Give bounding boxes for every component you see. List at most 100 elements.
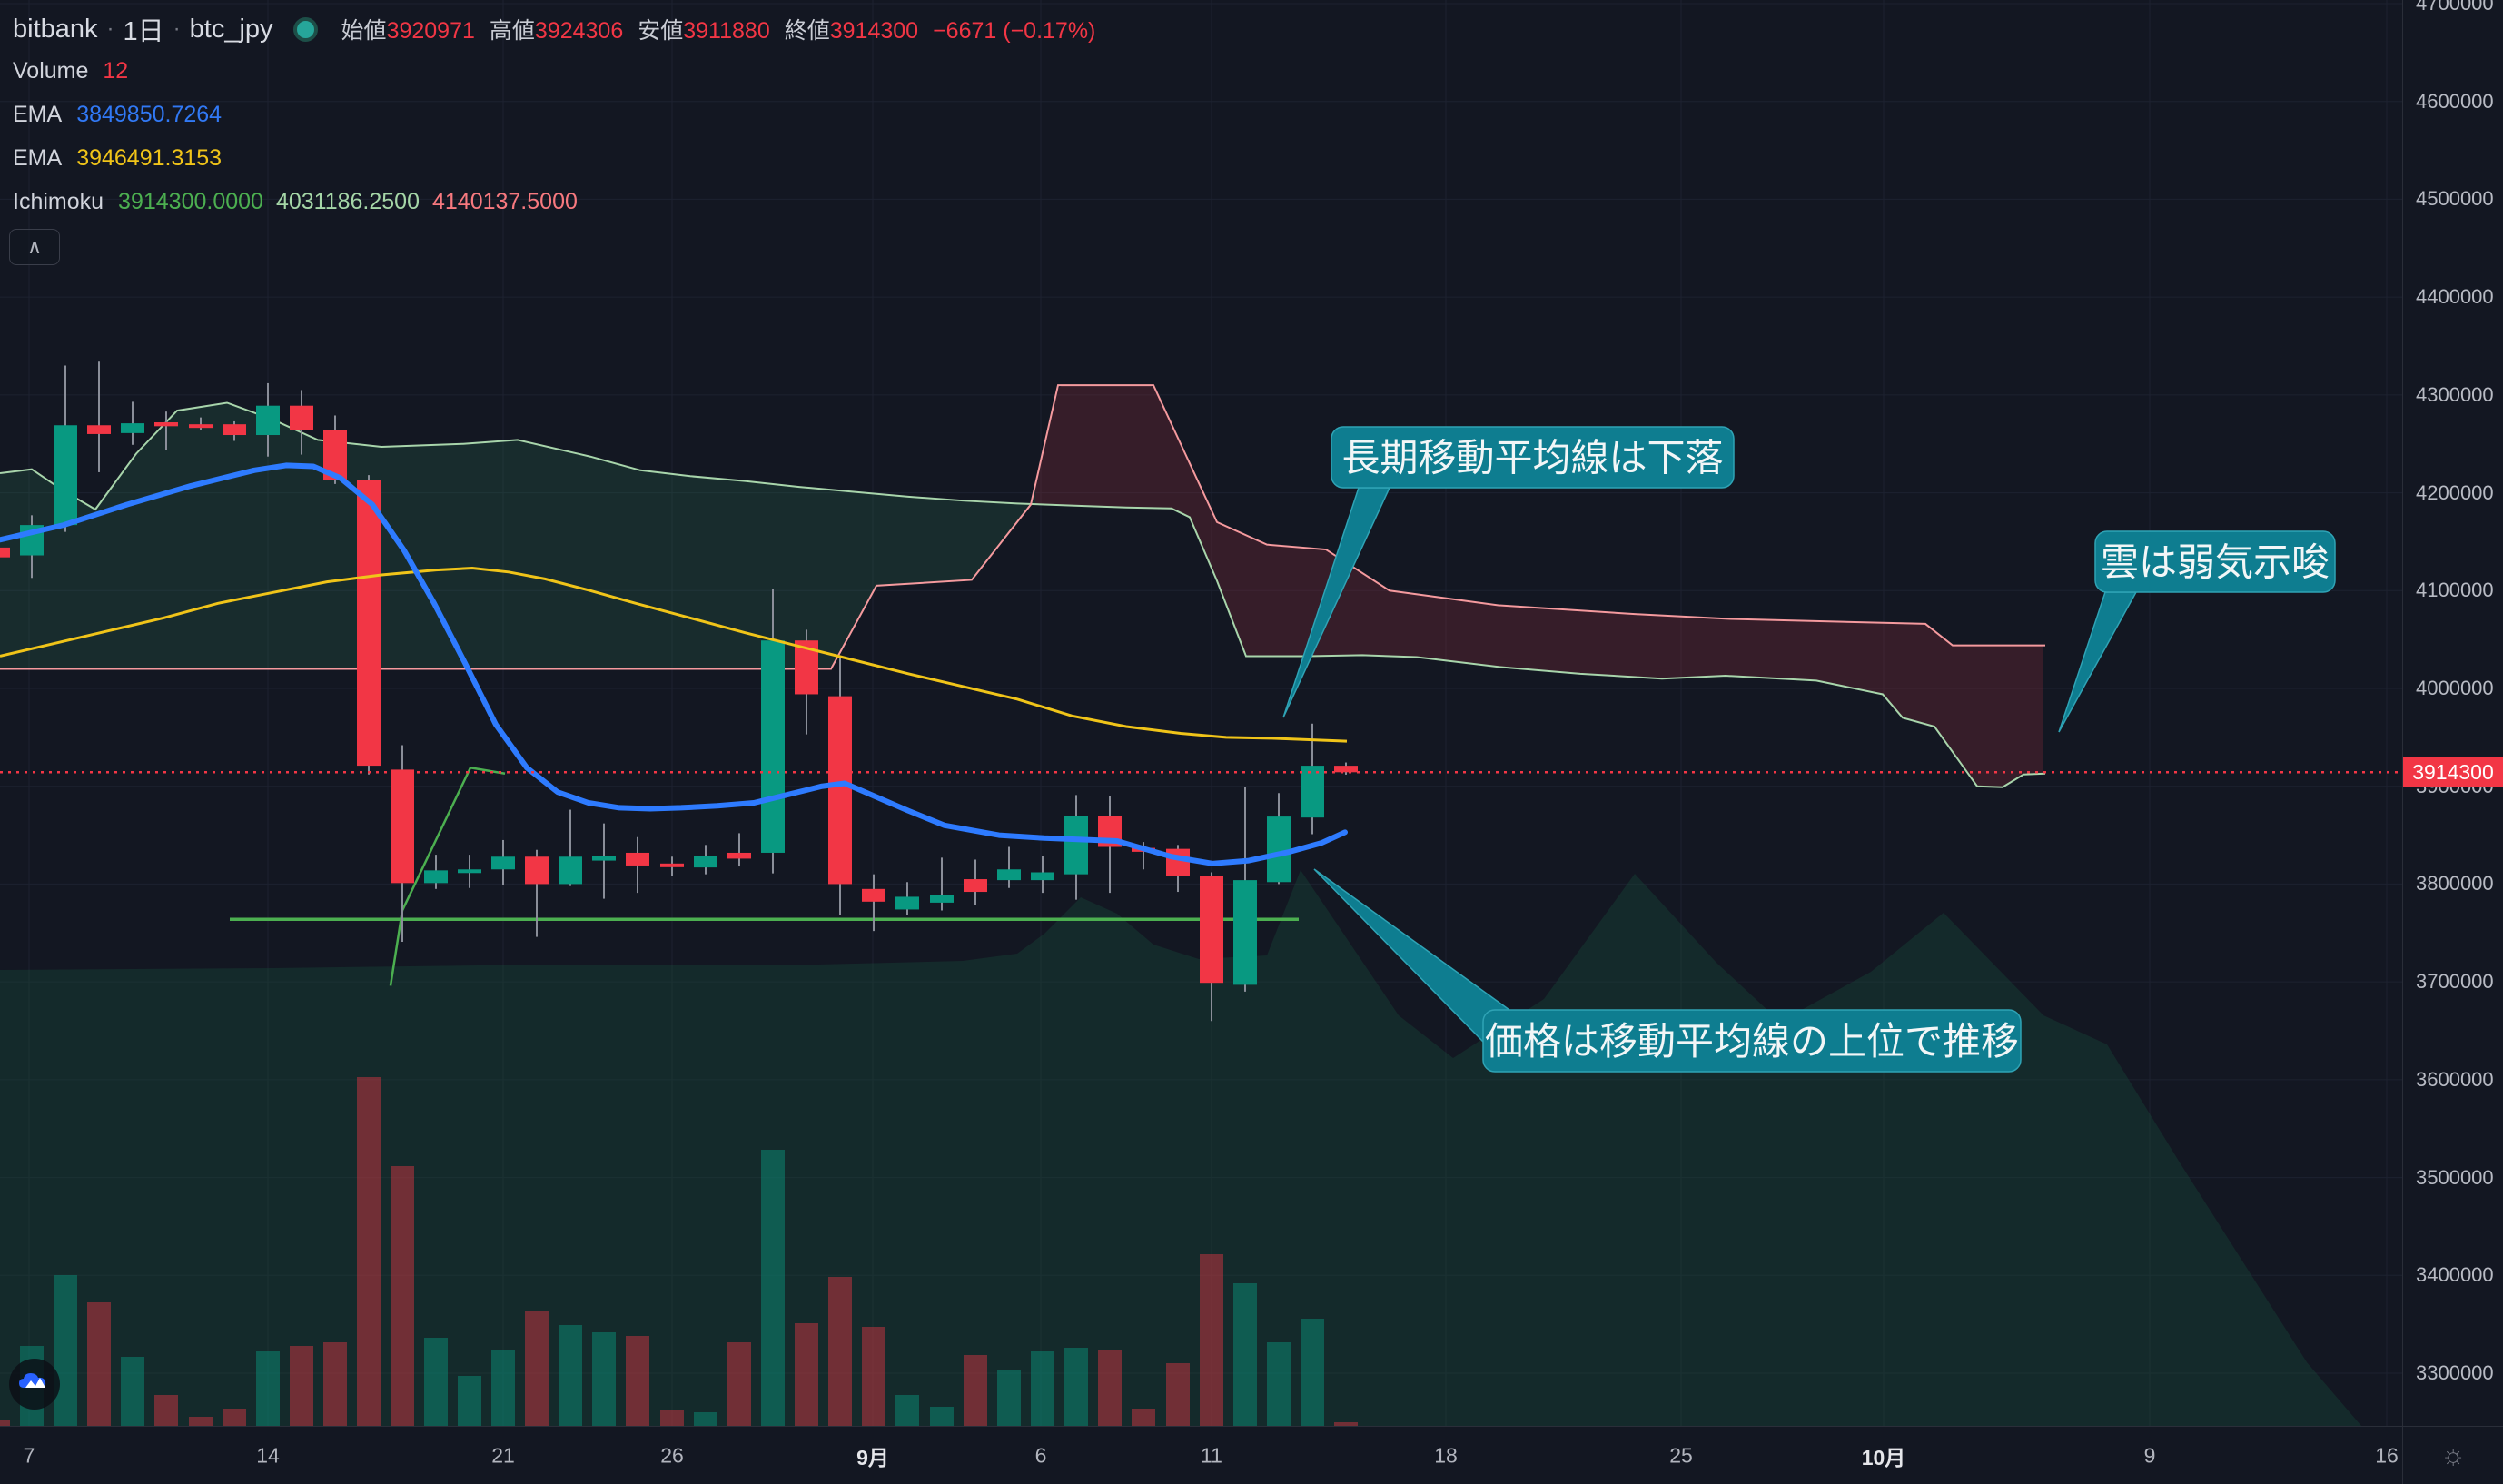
volume-bar [1334,1422,1358,1426]
candle-body [290,405,313,430]
close-label: 終値 [784,18,830,44]
symbol-name: btc_jpy [189,14,273,44]
ema-slow-value: 3946491.3153 [76,144,223,171]
symbol-title-row[interactable]: bitbank · 1日 · btc_jpy 始値3920971 高値392430… [13,9,1110,49]
callout-box[interactable] [2094,530,2336,593]
candle-body [727,852,751,859]
candle-body [1267,816,1291,883]
candle-body [87,425,111,434]
volume-bar [559,1325,582,1426]
legend-collapse-button[interactable]: ∧ [9,229,60,265]
chart-legend: bitbank · 1日 · btc_jpy 始値3920971 高値392430… [13,9,1110,223]
volume-bar [626,1336,649,1426]
separator: · [106,16,114,41]
volume-bar [964,1355,987,1426]
volume-bar [1200,1254,1223,1426]
volume-bar [592,1332,616,1426]
ema-slow-line [0,567,1348,743]
volume-bar [895,1395,919,1426]
ichimoku-span-b-line [0,384,2045,670]
exchange-name: bitbank [13,14,98,44]
price-tick-label: 3800000 [2416,872,2494,895]
volume-bar [525,1311,549,1426]
candle-body [154,422,178,427]
close-value: 3914300 [829,18,919,44]
candle-body [862,888,885,902]
candle-body [1233,880,1257,985]
candle-body [626,852,649,866]
tradingview-logo[interactable] [9,1359,60,1410]
candle-body [424,870,448,884]
candle-body [761,640,785,853]
price-tick-label: 4500000 [2416,187,2494,211]
chevron-up-icon: ∧ [26,235,43,258]
volume-bar [223,1409,246,1426]
ichimoku-legend-row[interactable]: Ichimoku 3914300.0000 4031186.2500 41401… [13,180,1110,223]
volume-bar [357,1077,381,1426]
time-axis[interactable]: 7 14 21 26 9月 6 11 18 25 10月 9 16 [0,1426,2403,1484]
volume-bar [0,1420,10,1426]
price-tick-label: 3700000 [2416,970,2494,994]
price-tick-label: 4600000 [2416,89,2494,113]
volume-bar [154,1395,178,1426]
volume-bar [694,1412,717,1426]
candle-body [828,696,852,885]
price-tick-label: 3600000 [2416,1067,2494,1091]
candle-body [592,856,616,861]
candle-body [54,425,77,526]
price-tick-label: 3500000 [2416,1165,2494,1189]
time-tick-label: 21 [491,1443,515,1468]
candle-body [559,856,582,885]
volume-bar [87,1302,111,1426]
tradingview-logo-glyph [19,1373,46,1388]
candle-body [1166,848,1190,876]
candle-body [1031,872,1054,881]
volume-label: Volume [13,57,89,84]
callout-box[interactable] [1331,426,1735,489]
time-tick-label: 9月 [856,1446,889,1469]
volume-bar [290,1346,313,1426]
price-tick-label: 4300000 [2416,382,2494,406]
callout-box[interactable] [1482,1009,2022,1073]
callout-tail[interactable] [2058,591,2138,733]
price-tick-label: 4000000 [2416,677,2494,699]
callout-text: 価格は移動平均線の上位で推移 [1485,1020,2019,1063]
candle-body [121,423,144,433]
candle-body [357,480,381,767]
time-tick-label: 26 [660,1443,684,1468]
volume-bar [256,1351,280,1426]
ichimoku-label: Ichimoku [13,188,104,214]
time-tick-label: 14 [256,1443,280,1468]
axis-corner: ☼ [2402,1426,2503,1484]
open-value: 3920971 [386,18,475,44]
volume-bar [1064,1348,1088,1426]
price-tick-label: 4100000 [2416,579,2494,602]
high-value: 3924306 [534,18,624,44]
volume-bar [1132,1409,1155,1426]
volume-bar [930,1407,954,1426]
callout-text: 長期移動平均線は下落 [1341,437,1723,480]
candle-body [964,879,987,893]
ohlc-readout: 始値3920971 高値3924306 安値3911880 終値3914300 −667… [341,13,1111,45]
volume-bar [862,1327,885,1426]
candle-body [997,869,1021,881]
candle-body [0,547,10,558]
price-tick-label: 4700000 [2416,0,2494,15]
volume-legend-row[interactable]: Volume 12 [13,49,1110,93]
ichimoku-green-segment [389,766,506,986]
ema-slow-legend-row[interactable]: EMA 3946491.3153 [13,136,1110,180]
volume-bar [1267,1342,1291,1426]
volume-bar [121,1357,144,1426]
ichimoku-lagging-value: 3914300.0000 [118,188,263,214]
candle-body [458,869,481,874]
candle-body [930,895,954,903]
time-tick-label: 18 [1434,1443,1458,1468]
ema-fast-legend-row[interactable]: EMA 3849850.7264 [13,93,1110,136]
time-tick-label: 6 [1034,1443,1047,1468]
theme-sun-icon[interactable]: ☼ [2440,1440,2466,1470]
volume-bar [54,1275,77,1426]
low-label: 安値 [638,18,684,44]
market-status-dot[interactable] [292,16,318,42]
price-axis[interactable]: 4700000 4600000 4500000 4400000 4300000 42000… [2402,0,2503,1426]
